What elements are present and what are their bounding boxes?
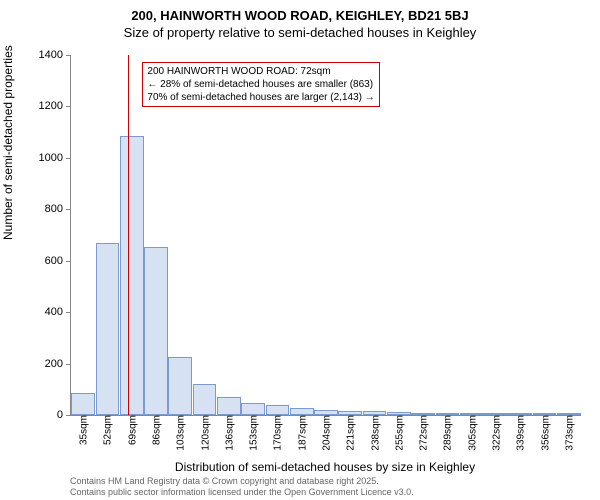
bar — [241, 403, 265, 415]
x-tick: 52sqm — [101, 415, 114, 445]
x-tick: 86sqm — [150, 415, 163, 445]
x-tick: 221sqm — [344, 415, 357, 451]
y-tick: 800 — [27, 203, 71, 215]
y-tick: 600 — [27, 255, 71, 267]
y-tick: 1000 — [27, 152, 71, 164]
x-tick: 356sqm — [538, 415, 551, 451]
reference-marker — [128, 55, 129, 415]
annotation-box: 200 HAINWORTH WOOD ROAD: 72sqm← 28% of s… — [142, 62, 379, 107]
y-tick: 400 — [27, 306, 71, 318]
bar — [120, 136, 144, 415]
x-tick: 339sqm — [514, 415, 527, 451]
x-tick: 373sqm — [562, 415, 575, 451]
x-tick: 170sqm — [271, 415, 284, 451]
x-tick: 187sqm — [295, 415, 308, 451]
x-tick: 153sqm — [247, 415, 260, 451]
x-tick: 120sqm — [198, 415, 211, 451]
x-tick: 255sqm — [392, 415, 405, 451]
y-tick: 200 — [27, 358, 71, 370]
chart-title: 200, HAINWORTH WOOD ROAD, KEIGHLEY, BD21… — [0, 0, 600, 25]
x-tick: 35sqm — [77, 415, 90, 445]
chart-plot-area: 020040060080010001200140035sqm52sqm69sqm… — [70, 55, 581, 416]
x-tick: 103sqm — [174, 415, 187, 451]
bar — [96, 243, 120, 415]
x-axis-label: Distribution of semi-detached houses by … — [70, 460, 580, 474]
chart-subtitle: Size of property relative to semi-detach… — [0, 25, 600, 44]
footer-attribution: Contains HM Land Registry data © Crown c… — [70, 476, 414, 498]
x-tick: 272sqm — [417, 415, 430, 451]
bar — [290, 408, 314, 415]
y-tick: 0 — [27, 409, 71, 421]
annotation-line: 70% of semi-detached houses are larger (… — [147, 91, 374, 104]
x-tick: 69sqm — [125, 415, 138, 445]
x-tick: 289sqm — [441, 415, 454, 451]
x-tick: 136sqm — [222, 415, 235, 451]
footer-line-2: Contains public sector information licen… — [70, 487, 414, 498]
y-tick: 1200 — [27, 100, 71, 112]
annotation-line: 200 HAINWORTH WOOD ROAD: 72sqm — [147, 65, 374, 78]
x-tick: 238sqm — [368, 415, 381, 451]
annotation-line: ← 28% of semi-detached houses are smalle… — [147, 78, 374, 91]
footer-line-1: Contains HM Land Registry data © Crown c… — [70, 476, 414, 487]
x-tick: 204sqm — [320, 415, 333, 451]
y-tick: 1400 — [27, 49, 71, 61]
bar — [266, 405, 290, 415]
bar — [193, 384, 217, 415]
bar — [144, 247, 168, 415]
bar — [71, 393, 95, 415]
bar — [217, 397, 241, 415]
x-tick: 305sqm — [465, 415, 478, 451]
bar — [168, 357, 192, 415]
y-axis-label: Number of semi-detached properties — [1, 45, 15, 240]
x-tick: 322sqm — [490, 415, 503, 451]
